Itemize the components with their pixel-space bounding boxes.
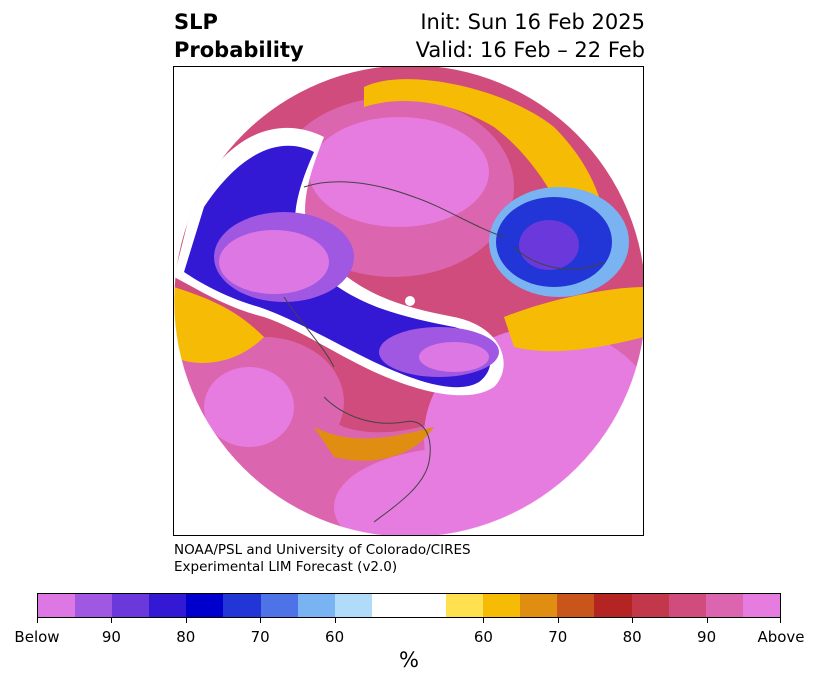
credit-text: NOAA/PSL and University of Colorado/CIRE… bbox=[174, 542, 471, 576]
title-line-2: Probability bbox=[174, 38, 304, 62]
colorbar-tick-label: 60 bbox=[473, 628, 493, 646]
map-title: SLP Probability bbox=[174, 8, 304, 64]
colorbar-tick bbox=[185, 618, 187, 623]
colorbar-tick-label: 80 bbox=[622, 628, 642, 646]
colorbar-tick bbox=[334, 618, 336, 623]
field-low-gulf-core bbox=[219, 230, 329, 294]
title-line-1: SLP bbox=[174, 10, 218, 34]
colorbar-tick bbox=[483, 618, 485, 623]
field-band-north bbox=[364, 79, 607, 267]
colorbar bbox=[37, 593, 781, 618]
colorbar-segment bbox=[668, 594, 706, 617]
colorbar-tick bbox=[37, 618, 38, 623]
colorbar-tick-label: 70 bbox=[548, 628, 568, 646]
map-panel bbox=[173, 66, 644, 536]
colorbar-segment bbox=[594, 594, 632, 617]
colorbar-tick bbox=[260, 618, 262, 623]
colorbar-segment bbox=[520, 594, 558, 617]
field-high-south-core bbox=[334, 447, 594, 535]
field-band-atlantic bbox=[504, 287, 643, 352]
field-band-conus bbox=[314, 427, 434, 461]
colorbar-segment bbox=[186, 594, 224, 617]
colorbar-tick-label: Above bbox=[757, 628, 805, 646]
colorbar-segment bbox=[705, 594, 743, 617]
colorbar-segment bbox=[297, 594, 335, 617]
colorbar-tick-label: Below bbox=[14, 628, 60, 646]
credit-line-1: NOAA/PSL and University of Colorado/CIRE… bbox=[174, 542, 471, 558]
field-low-europe-core bbox=[519, 220, 579, 270]
colorbar-segment bbox=[483, 594, 521, 617]
credit-line-2: Experimental LIM Forecast (v2.0) bbox=[174, 559, 398, 575]
colorbar-segment bbox=[371, 594, 447, 617]
colorbar-tick bbox=[557, 618, 559, 623]
field-high-arctic-core bbox=[309, 117, 489, 227]
colorbar-segment bbox=[557, 594, 595, 617]
probability-map bbox=[174, 67, 643, 535]
colorbar-segment bbox=[38, 594, 76, 617]
field-low-hudson-core bbox=[419, 342, 489, 372]
valid-range: Valid: 16 Feb – 22 Feb bbox=[415, 38, 645, 62]
field-high-pacific-core bbox=[204, 367, 294, 447]
field-band-west bbox=[174, 287, 264, 363]
colorbar-segment bbox=[260, 594, 298, 617]
colorbar-segment bbox=[112, 594, 150, 617]
field-low-main bbox=[184, 145, 491, 388]
colorbar-ticks bbox=[37, 618, 781, 628]
colorbar-segment bbox=[631, 594, 669, 617]
colorbar-tick bbox=[706, 618, 708, 623]
colorbar-tick bbox=[632, 618, 634, 623]
colorbar-segment bbox=[446, 594, 484, 617]
coastlines bbox=[283, 181, 605, 523]
colorbar-tick-label: 60 bbox=[325, 628, 345, 646]
colorbar-tick-label: 90 bbox=[101, 628, 121, 646]
colorbar-tick-label: 80 bbox=[176, 628, 196, 646]
colorbar-segment bbox=[742, 594, 780, 617]
init-date: Init: Sun 16 Feb 2025 bbox=[420, 10, 645, 34]
colorbar-segment bbox=[334, 594, 372, 617]
colorbar-tick-label: 70 bbox=[250, 628, 270, 646]
colorbar-tick-label: 90 bbox=[697, 628, 717, 646]
north-pole-marker bbox=[405, 296, 415, 306]
colorbar-segment bbox=[75, 594, 113, 617]
colorbar-segment bbox=[223, 594, 261, 617]
colorbar-segment bbox=[149, 594, 187, 617]
colorbar-unit: % bbox=[399, 648, 419, 672]
colorbar-tick bbox=[111, 618, 113, 623]
colorbar-tick bbox=[780, 618, 781, 623]
forecast-dates: Init: Sun 16 Feb 2025 Valid: 16 Feb – 22… bbox=[416, 8, 645, 64]
